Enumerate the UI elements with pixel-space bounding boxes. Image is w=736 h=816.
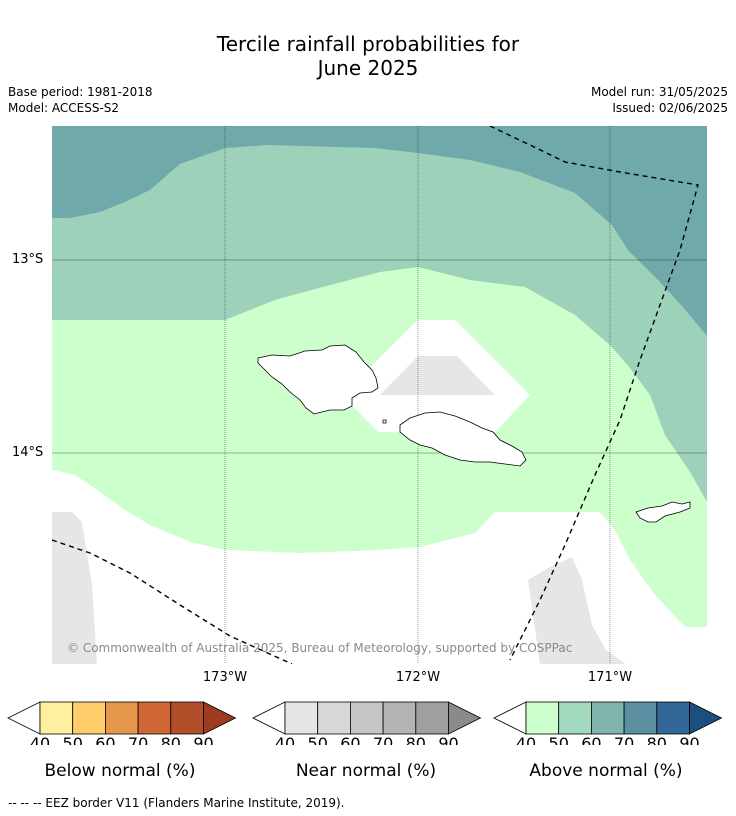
lat-label-13s: 13°S — [12, 252, 44, 267]
colorbar-tick-label: 90 — [438, 734, 458, 745]
colorbar-tick-label: 80 — [647, 734, 667, 745]
colorbar-segment — [284, 701, 319, 735]
near-normal-label: Near normal (%) — [295, 761, 437, 781]
below-normal-label: Below normal (%) — [44, 761, 196, 781]
model-run: Model run: 31/05/2025 — [590, 85, 728, 99]
colorbar-segment — [415, 701, 449, 735]
colorbar-below-normal: 40 50 60 70 80 90 — [7, 701, 237, 745]
above-60-region — [52, 126, 707, 336]
colorbar-over-triangle — [203, 701, 237, 735]
upolu-island — [399, 411, 527, 467]
colorbar-under-triangle — [252, 701, 286, 735]
colorbar-segment — [317, 701, 351, 735]
colorbar-tick-label: 60 — [340, 734, 360, 745]
near-normal-centre — [380, 356, 495, 395]
colorbar-segment — [105, 701, 139, 735]
colorbar-segment — [382, 701, 417, 735]
meridians — [224, 126, 611, 664]
colorbar-segment — [72, 701, 106, 735]
colorbar-near-normal: 40 50 60 70 80 90 — [252, 701, 482, 745]
colorbar-tick-label: 50 — [549, 734, 569, 745]
colorbar-segment — [39, 701, 74, 735]
colorbar-segment — [170, 701, 204, 735]
colorbar-segment — [525, 701, 560, 735]
lon-label-172w: 172°W — [395, 670, 441, 685]
model-name: Model: ACCESS-S2 — [8, 101, 120, 115]
lon-label-173w: 173°W — [202, 670, 248, 685]
tutuila-island — [635, 501, 691, 523]
colorbar-tick-label: 60 — [581, 734, 601, 745]
lat-label-14s: 14°S — [12, 445, 44, 460]
copyright-text: © Commonwealth of Australia 2025, Bureau… — [67, 641, 573, 655]
map-title-line1: Tercile rainfall probabilities for — [216, 32, 520, 56]
colorbar-over-triangle — [448, 701, 482, 735]
colorbar-over-triangle — [689, 701, 723, 735]
colorbar-segment — [349, 701, 384, 735]
colorbar-tick-label: 40 — [30, 734, 50, 745]
manono-island — [382, 419, 387, 424]
eez-border — [52, 126, 699, 664]
colorbar-segment — [558, 701, 592, 735]
colorbar-tick-label: 80 — [406, 734, 426, 745]
colorbar-tick-label: 40 — [516, 734, 536, 745]
colorbar-segment — [591, 701, 625, 735]
colorbar-tick-label: 50 — [63, 734, 83, 745]
probability-fields — [52, 126, 707, 664]
savaii-island — [257, 344, 379, 415]
lon-label-171w: 171°W — [587, 670, 633, 685]
base-period: Base period: 1981-2018 — [8, 85, 153, 99]
colorbar-tick-label: 90 — [193, 734, 213, 745]
map-title-line2: June 2025 — [317, 56, 419, 80]
above-50-region — [52, 126, 707, 502]
colorbar-segment — [656, 701, 690, 735]
above-normal-label: Above normal (%) — [529, 761, 683, 781]
colorbar-tick-label: 70 — [128, 734, 148, 745]
colorbar-tick-label: 70 — [373, 734, 393, 745]
colorbar-tick-label: 50 — [308, 734, 328, 745]
issued-date: Issued: 02/06/2025 — [612, 101, 728, 115]
colorbar-tick-label: 60 — [95, 734, 115, 745]
colorbar-under-triangle — [493, 701, 527, 735]
eez-footer-note: -- -- -- EEZ border V11 (Flanders Marine… — [8, 796, 345, 810]
graticule — [52, 259, 707, 454]
colorbar-under-triangle — [7, 701, 41, 735]
colorbar-above-normal: 40 50 60 70 80 90 — [493, 701, 723, 745]
colorbar-tick-label: 80 — [161, 734, 181, 745]
near-normal-patch-west — [52, 512, 97, 664]
colorbar-group: 40 50 60 70 80 90 40 50 60 70 80 90 40 50 60 70 80 90 — [7, 701, 723, 745]
colorbar-tick-label: 90 — [679, 734, 699, 745]
eez-border-east — [489, 126, 699, 661]
colorbar-segment — [623, 701, 658, 735]
colorbar-tick-label: 70 — [614, 734, 634, 745]
near-normal-patch-southeast — [528, 557, 625, 664]
colorbar-tick-label: 40 — [275, 734, 295, 745]
samoa-islands — [257, 344, 691, 523]
colorbar-segment — [137, 701, 172, 735]
